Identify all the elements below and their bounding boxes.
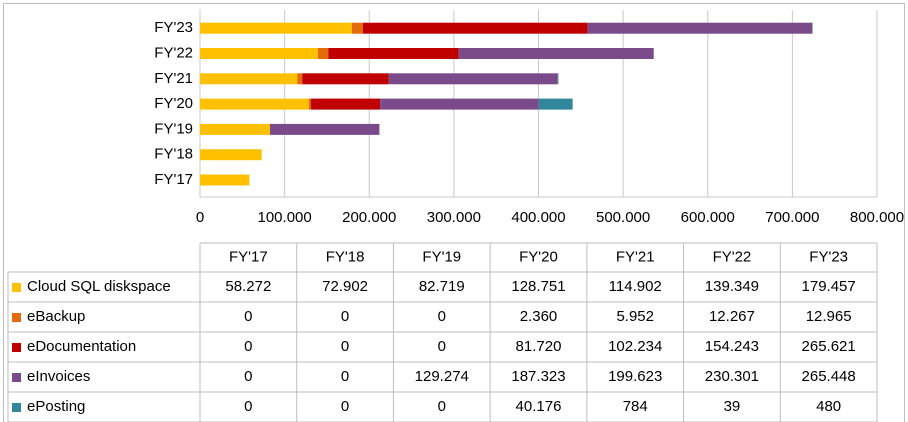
table-cell: 72.902 [322, 278, 368, 295]
table-header: FY'22 [713, 248, 752, 265]
table-cell: 82.719 [419, 278, 465, 295]
table-cell: 2.360 [520, 308, 558, 325]
bar-segment [200, 149, 262, 161]
table-cell: 12.965 [806, 308, 852, 325]
table-cell: 0 [341, 308, 349, 325]
bar-segment [302, 73, 389, 85]
table-cell: 265.448 [802, 368, 856, 385]
x-tick-label: 700.000 [765, 209, 819, 226]
y-tick-label: FY'18 [154, 146, 193, 163]
bar-segment [200, 48, 318, 59]
legend-marker [12, 313, 21, 322]
y-tick-label: FY'19 [154, 120, 193, 137]
bar-segment [200, 73, 298, 85]
table-cell: 114.902 [609, 278, 662, 295]
bar-segment [328, 48, 459, 59]
bar-segment [351, 22, 363, 34]
table-cell: 5.952 [616, 308, 654, 325]
bar-segment [458, 48, 654, 59]
bar-segment [362, 22, 588, 34]
table-cell: 0 [341, 338, 349, 355]
y-tick-label: FY'23 [154, 19, 193, 36]
table-cell: 0 [341, 368, 349, 385]
table-cell: 0 [438, 398, 446, 415]
bar-segment [308, 98, 311, 110]
table-cell: 0 [244, 368, 252, 385]
table-cell: 0 [438, 308, 446, 325]
table-header: FY'21 [616, 248, 655, 265]
table-cell: 0 [244, 338, 252, 355]
table-cell: 128.751 [511, 278, 565, 295]
legend-marker [12, 343, 21, 352]
legend-label: eBackup [27, 308, 85, 325]
x-tick-label: 0 [196, 209, 204, 226]
bar-segment [270, 123, 380, 135]
bar-segment [317, 48, 329, 59]
table-cell: 199.623 [608, 368, 662, 385]
table-cell: 102.234 [608, 338, 662, 355]
table-cell: 129.274 [415, 368, 469, 385]
legend-label: eDocumentation [27, 338, 136, 355]
table-cell: 0 [341, 398, 349, 415]
table-cell: 40.176 [516, 398, 562, 415]
table-header: FY'19 [422, 248, 461, 265]
y-tick-label: FY'17 [154, 171, 193, 188]
table-cell: 81.720 [516, 338, 562, 355]
x-tick-label: 500.000 [596, 209, 650, 226]
table-cell: 0 [244, 308, 252, 325]
table-header: FY'20 [519, 248, 558, 265]
x-tick-label: 800.000 [850, 209, 904, 226]
y-tick-label: FY'20 [154, 95, 193, 112]
bar-segment [380, 98, 539, 110]
legend-label: ePosting [27, 398, 85, 415]
table-header: FY'23 [809, 248, 848, 265]
table-cell: 0 [244, 398, 252, 415]
chart-frame [3, 3, 905, 422]
table-header: FY'17 [229, 248, 268, 265]
bar-segment [200, 123, 271, 135]
table-cell: 0 [438, 338, 446, 355]
y-tick-label: FY'22 [154, 44, 193, 61]
table-cell: 58.272 [225, 278, 271, 295]
x-tick-label: 100.000 [258, 209, 312, 226]
table-cell: 154.243 [705, 338, 759, 355]
table-cell: 230.301 [705, 368, 759, 385]
table-cell: 480 [816, 398, 841, 415]
bar-segment [587, 22, 813, 34]
table-cell: 12.267 [709, 308, 755, 325]
legend-label: Cloud SQL diskspace [27, 278, 171, 295]
table-header: FY'18 [326, 248, 365, 265]
y-tick-label: FY'21 [154, 70, 193, 87]
table-cell: 784 [623, 398, 648, 415]
table-cell: 139.349 [705, 278, 759, 295]
legend-marker [12, 403, 21, 412]
bar-segment [200, 22, 352, 34]
bar-segment [297, 73, 303, 85]
legend-label: eInvoices [27, 368, 90, 385]
bar-segment [538, 98, 573, 110]
legend-marker [12, 373, 21, 382]
table-cell: 265.621 [802, 338, 856, 355]
x-tick-label: 400.000 [511, 209, 565, 226]
legend-marker [12, 283, 21, 292]
bar-segment [557, 73, 559, 85]
bar-segment [200, 174, 250, 186]
bar-segment [310, 98, 381, 110]
table-cell: 187.323 [511, 368, 565, 385]
x-tick-label: 200.000 [342, 209, 396, 226]
table-cell: 39 [724, 398, 741, 415]
table-cell: 179.457 [802, 278, 856, 295]
bar-segment [200, 98, 309, 110]
x-tick-label: 600.000 [681, 209, 735, 226]
x-tick-label: 300.000 [427, 209, 481, 226]
bar-segment [388, 73, 558, 85]
